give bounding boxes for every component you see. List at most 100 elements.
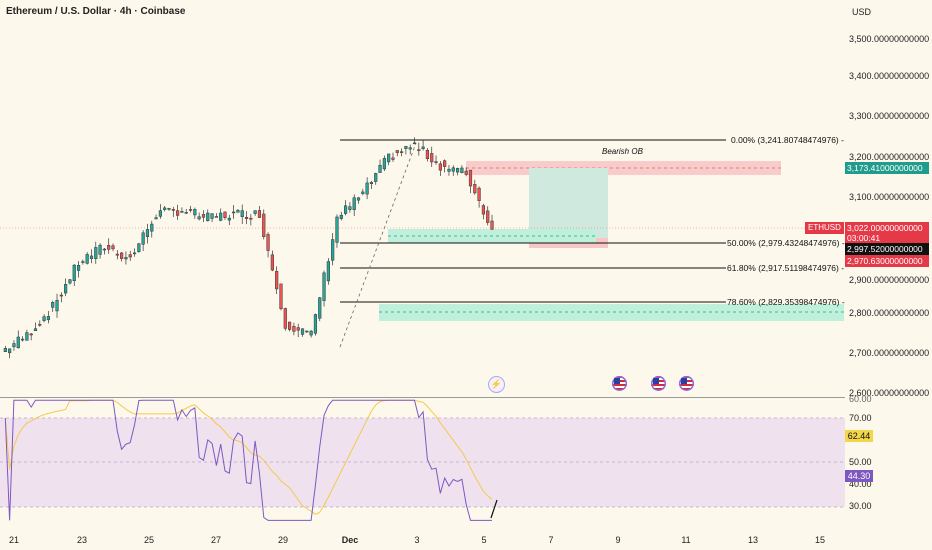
us-flag-event-icon[interactable] — [651, 376, 666, 391]
candle-body — [395, 150, 399, 153]
price-tick: 3,400.00000000000 — [849, 71, 930, 81]
candle-body — [331, 239, 335, 261]
candle-body — [318, 297, 322, 319]
candle-body — [124, 257, 128, 260]
candle-body — [434, 161, 438, 163]
level-badge-black[interactable]: 2,997.52000000000 — [845, 243, 929, 255]
candle-body — [81, 261, 85, 263]
price-tick: 3,200.00000000000 — [849, 152, 930, 162]
candle-body — [240, 210, 244, 217]
time-tick: 9 — [615, 535, 621, 545]
candle-body — [339, 214, 343, 219]
level-badge-red[interactable]: 2,970.63000000000 — [845, 255, 929, 267]
lightning-event-icon[interactable]: ⚡ — [488, 376, 505, 393]
candle-body — [266, 234, 270, 251]
fib-label-0[interactable]: 0.00% (3,241.80748474976) - — [731, 135, 844, 145]
candle-body — [361, 191, 365, 194]
candle-body — [20, 338, 25, 341]
long-position-zone — [529, 168, 608, 238]
time-tick: 7 — [548, 535, 554, 545]
candle-body — [150, 223, 154, 232]
candles-group[interactable] — [3, 137, 494, 359]
candle-body — [369, 182, 374, 184]
candle-body — [481, 205, 485, 215]
rsi-line — [4, 399, 492, 521]
candle-body — [98, 244, 102, 255]
rsi-tick: 50.00 — [849, 457, 872, 467]
fib-label-786[interactable]: 78.60% (2,829.35398474976) - — [727, 297, 845, 307]
us-flag-event-icon[interactable] — [679, 376, 694, 391]
candle-body — [296, 327, 300, 331]
candle-body — [430, 153, 434, 163]
candle-body — [206, 212, 210, 222]
us-flag-event-icon[interactable] — [612, 376, 627, 391]
rsi-tick: 60.00 — [849, 394, 872, 404]
candle-body — [76, 265, 81, 271]
candle-body — [33, 328, 38, 331]
candle-body — [176, 210, 180, 216]
currency-label[interactable]: USD — [852, 7, 872, 17]
candle-body — [120, 252, 124, 259]
price-tick: 2,900.00000000000 — [849, 275, 930, 285]
rsi-value-badge[interactable]: 44.30 — [845, 470, 873, 482]
symbol-badge[interactable]: ETHUSD — [805, 222, 844, 234]
candle-body — [55, 299, 59, 312]
bearish-ob-label[interactable]: Bearish OB — [602, 147, 643, 156]
price-tick: 2,600.00000000000 — [849, 388, 930, 398]
rsi-ma-badge[interactable]: 62.44 — [845, 430, 873, 442]
time-tick: 27 — [210, 535, 222, 545]
candle-body — [72, 264, 76, 281]
candle-body — [128, 254, 132, 258]
countdown-timer: 03:00:41 — [847, 233, 881, 243]
candle-body — [132, 252, 137, 255]
candle-body — [214, 216, 218, 218]
candle-body — [447, 168, 451, 172]
candle-body — [283, 308, 287, 329]
candle-body — [244, 217, 249, 219]
current-price-badge[interactable]: 3,022.00000000000 03:00:41 — [845, 222, 929, 244]
candle-body — [145, 229, 150, 237]
candle-body — [425, 149, 430, 159]
candle-body — [451, 167, 455, 172]
candle-body — [89, 255, 94, 259]
candle-body — [227, 217, 231, 221]
candle-body — [309, 330, 313, 336]
candle-body — [219, 212, 223, 221]
price-tick: 2,700.00000000000 — [849, 348, 930, 358]
fib-label-50[interactable]: 50.00% (2,979.43248474976) - — [727, 238, 845, 248]
level-badge-teal[interactable]: 3,173.41000000000 — [845, 162, 929, 174]
candle-body — [85, 254, 89, 264]
candle-body — [262, 213, 266, 237]
price-tick: 3,300.00000000000 — [849, 111, 930, 121]
candle-body — [326, 261, 330, 282]
rsi-trend-line[interactable] — [490, 499, 498, 519]
pane-divider[interactable] — [0, 397, 845, 398]
candle-body — [352, 197, 356, 210]
candle-body — [46, 316, 50, 321]
time-tick: 5 — [481, 535, 487, 545]
candle-body — [404, 146, 408, 149]
candle-body — [25, 332, 29, 341]
rsi-tick: 40.00 — [849, 479, 872, 489]
candle-body — [275, 271, 279, 290]
demand-zone-lower — [379, 304, 844, 321]
fib-trend-dash[interactable] — [339, 142, 417, 348]
candle-body — [8, 348, 12, 354]
fib-label-618[interactable]: 61.80% (2,917.51198474976) - — [727, 263, 845, 273]
candle-body — [167, 208, 171, 210]
candle-body — [197, 216, 201, 220]
time-tick: 13 — [747, 535, 759, 545]
time-tick: 11 — [681, 535, 691, 545]
candle-body — [486, 210, 490, 223]
candle-body — [438, 163, 442, 171]
current-price-value: 3,022.00000000000 — [847, 223, 923, 233]
candle-body — [154, 217, 158, 220]
rsi-band — [0, 418, 845, 507]
candle-body — [322, 272, 326, 301]
time-tick: 29 — [277, 535, 289, 545]
candle-body — [391, 157, 395, 160]
candle-body — [163, 207, 167, 210]
candle-body — [460, 167, 464, 173]
candle-body — [94, 247, 98, 259]
